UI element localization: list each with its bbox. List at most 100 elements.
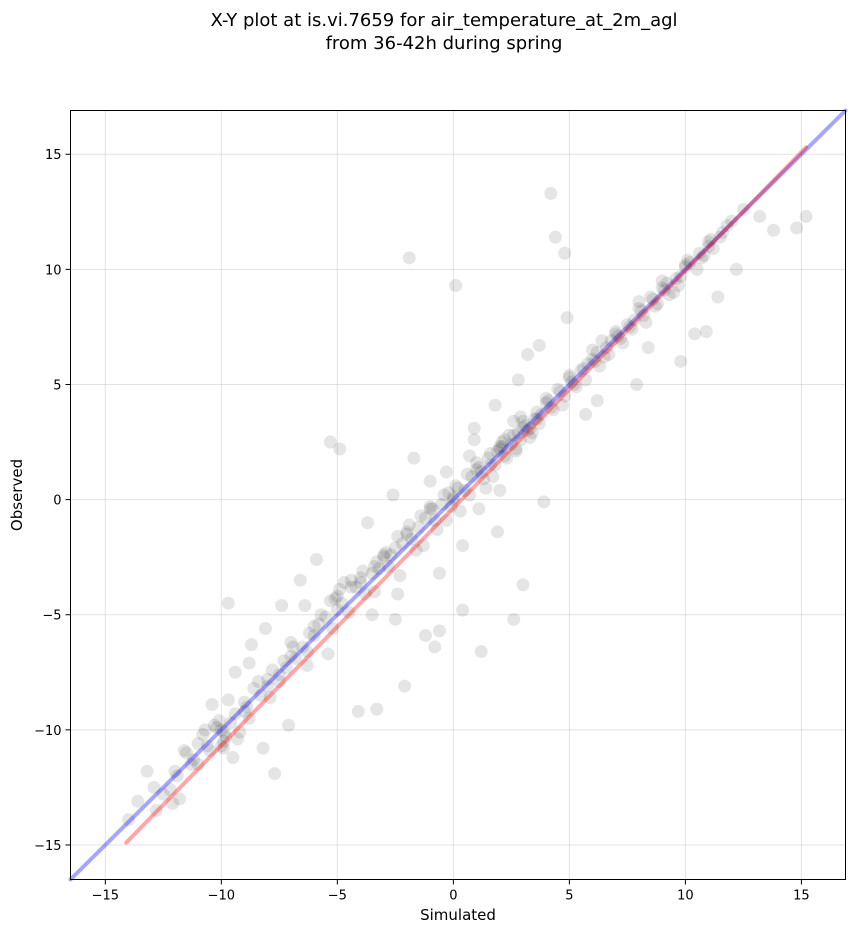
data-point (532, 338, 546, 352)
data-point (361, 516, 375, 530)
data-point (300, 645, 314, 659)
data-point (546, 403, 560, 417)
data-point (365, 608, 379, 622)
data-point (328, 592, 342, 606)
data-point (588, 354, 602, 368)
data-point (611, 329, 625, 343)
data-point (463, 488, 477, 502)
data-point (678, 260, 692, 274)
data-point (268, 767, 282, 781)
data-point (386, 488, 400, 502)
data-point (590, 394, 604, 408)
data-point (646, 292, 660, 306)
data-point (458, 483, 472, 497)
data-point (716, 226, 730, 240)
data-point (493, 483, 507, 497)
one-to-one-line (68, 108, 848, 882)
data-point (333, 442, 347, 456)
data-point (641, 341, 655, 355)
data-point (302, 626, 316, 640)
data-point (344, 573, 358, 587)
data-point (660, 276, 674, 290)
data-point (309, 552, 323, 566)
data-point (379, 546, 393, 560)
data-point (593, 359, 607, 373)
data-point (221, 596, 235, 610)
data-point (388, 612, 402, 626)
data-point (337, 575, 351, 589)
data-point (495, 440, 509, 454)
data-point (597, 350, 611, 364)
data-point (662, 288, 676, 302)
data-point (720, 219, 734, 233)
data-point (671, 278, 685, 292)
data-point (377, 550, 391, 564)
data-point (412, 520, 426, 534)
data-point (456, 539, 470, 553)
data-point (228, 665, 242, 679)
data-point (558, 246, 572, 260)
data-point (535, 407, 549, 421)
data-point (314, 608, 328, 622)
data-point (539, 396, 553, 410)
data-point (365, 566, 379, 580)
data-point (474, 645, 488, 659)
data-point (402, 518, 416, 532)
data-point (439, 465, 453, 479)
data-point (467, 421, 481, 435)
data-point (472, 502, 486, 516)
data-point (284, 649, 298, 663)
data-point (163, 783, 177, 797)
data-point (521, 348, 535, 362)
data-point (349, 580, 363, 594)
data-point (655, 281, 669, 295)
data-point (644, 290, 658, 304)
data-point (344, 580, 358, 594)
data-point (495, 435, 509, 449)
data-point (472, 460, 486, 474)
data-point (553, 384, 567, 398)
data-point (242, 656, 256, 670)
data-point (493, 440, 507, 454)
x-tick-label: −10 (208, 889, 235, 904)
data-point (516, 414, 530, 428)
data-point (511, 426, 525, 440)
data-point (319, 610, 333, 624)
data-point (430, 523, 444, 537)
data-point (544, 401, 558, 415)
fit-lines (68, 108, 848, 882)
data-point (200, 739, 214, 753)
y-tick-label: 15 (45, 148, 62, 163)
data-point (140, 764, 154, 778)
data-point (690, 262, 704, 276)
data-point (634, 304, 648, 318)
scatter-points (122, 186, 813, 827)
data-point (393, 569, 407, 583)
data-point (465, 470, 479, 484)
data-point (532, 417, 546, 431)
data-point (170, 769, 184, 783)
data-point (523, 430, 537, 444)
data-point (579, 373, 593, 387)
data-point (275, 599, 289, 613)
data-point (323, 594, 337, 608)
data-point (284, 635, 298, 649)
data-point (402, 251, 416, 265)
data-point (212, 714, 226, 728)
data-point (184, 757, 198, 771)
data-point (251, 674, 265, 688)
data-point (279, 661, 293, 675)
data-point (602, 348, 616, 362)
data-point (555, 398, 569, 412)
data-point (595, 334, 609, 348)
data-point (180, 746, 194, 760)
data-point (648, 299, 662, 313)
data-point (521, 424, 535, 438)
data-point (367, 585, 381, 599)
data-point (416, 539, 430, 553)
data-point (196, 727, 210, 741)
data-point (131, 794, 145, 808)
data-point (799, 209, 813, 223)
data-point (697, 249, 711, 263)
